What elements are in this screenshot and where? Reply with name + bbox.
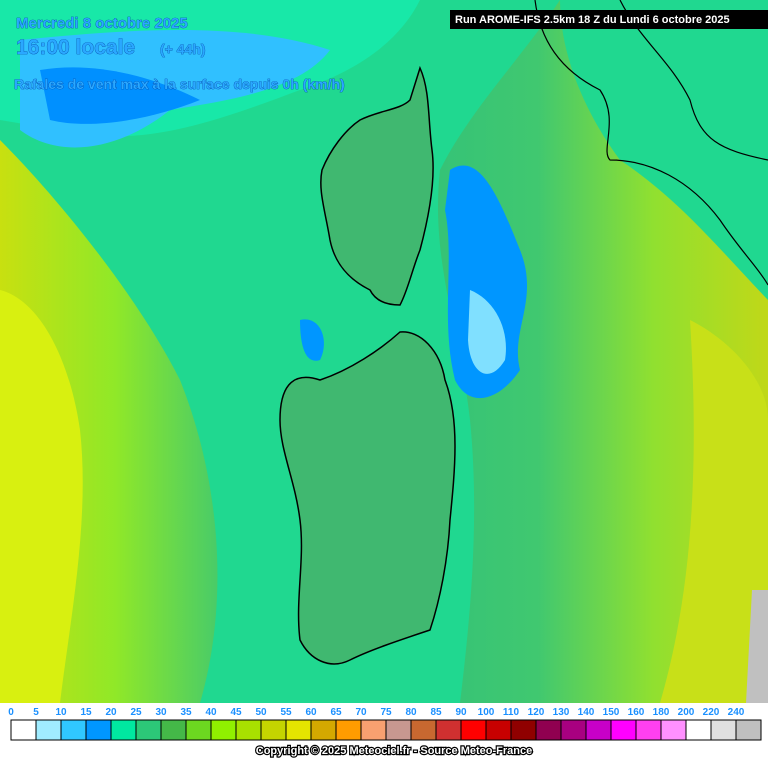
run-banner <box>450 10 768 29</box>
run-label: Run AROME-IFS 2.5km 18 Z du Lundi 6 octo… <box>455 14 730 26</box>
scale-label: 140 <box>578 707 595 718</box>
scale-label: 35 <box>180 707 192 718</box>
scale-label: 30 <box>155 707 167 718</box>
time-label: 16:00 locale <box>16 36 135 59</box>
scale-box <box>585 719 612 741</box>
scale-label: 40 <box>205 707 217 718</box>
scale-label: 130 <box>553 707 570 718</box>
scale-label: 70 <box>355 707 367 718</box>
scale-label: 20 <box>105 707 117 718</box>
scale-label: 55 <box>280 707 292 718</box>
scale-box <box>260 719 287 741</box>
scale-box <box>610 719 637 741</box>
scale-box <box>135 719 162 741</box>
scale-label: 90 <box>455 707 467 718</box>
scale-label: 5 <box>33 707 39 718</box>
scale-label: 60 <box>305 707 317 718</box>
scale-label: 110 <box>503 707 520 718</box>
scale-box <box>735 719 762 741</box>
scale-label: 10 <box>55 707 67 718</box>
color-scale: 0 5 10 15 20 25 30 35 40 45 50 55 60 65 70 75 80 85 90 100 1… <box>8 707 762 741</box>
scale-label: 220 <box>703 707 720 718</box>
scale-label: 15 <box>80 707 92 718</box>
scale-box <box>35 719 62 741</box>
scale-box <box>485 719 512 741</box>
scale-label: 80 <box>405 707 417 718</box>
scale-box <box>160 719 187 741</box>
scale-label: 0 <box>8 707 14 718</box>
scale-box <box>210 719 237 741</box>
scale-label: 65 <box>330 707 342 718</box>
scale-box <box>185 719 212 741</box>
scale-box <box>235 719 262 741</box>
scale-box <box>110 719 137 741</box>
scale-box <box>360 719 387 741</box>
parameter-label: Rafales de vent max à la surface depuis … <box>14 76 345 92</box>
scale-label: 180 <box>653 707 670 718</box>
scale-label: 25 <box>130 707 142 718</box>
scale-box <box>685 719 712 741</box>
scale-label: 75 <box>380 707 392 718</box>
scale-label: 150 <box>603 707 620 718</box>
scale-box <box>660 719 687 741</box>
scale-label: 45 <box>230 707 242 718</box>
lead-label: (+ 44h) <box>160 41 206 57</box>
scale-box <box>635 719 662 741</box>
scale-box <box>335 719 362 741</box>
scale-box <box>385 719 412 741</box>
scale-label: 160 <box>628 707 645 718</box>
scale-box <box>60 719 87 741</box>
copyright: Copyright © 2025 Meteociel.fr - Source M… <box>256 745 532 757</box>
scale-box <box>535 719 562 741</box>
scale-box <box>410 719 437 741</box>
scale-label: 120 <box>528 707 545 718</box>
scale-box <box>510 719 537 741</box>
scale-label: 240 <box>728 707 745 718</box>
scale-label: 50 <box>255 707 267 718</box>
scale-box <box>710 719 737 741</box>
date-label: Mercredi 8 octobre 2025 <box>16 15 188 32</box>
scale-box <box>285 719 312 741</box>
scale-label: 100 <box>478 707 495 718</box>
scale-label: 85 <box>430 707 442 718</box>
scale-box <box>85 719 112 741</box>
coastlines <box>279 65 456 665</box>
scale-box <box>435 719 462 741</box>
scale-label: 200 <box>678 707 695 718</box>
scale-box <box>10 719 37 741</box>
scale-box <box>460 719 487 741</box>
land-borders <box>534 0 768 286</box>
scale-box <box>310 719 337 741</box>
scale-box <box>560 719 587 741</box>
